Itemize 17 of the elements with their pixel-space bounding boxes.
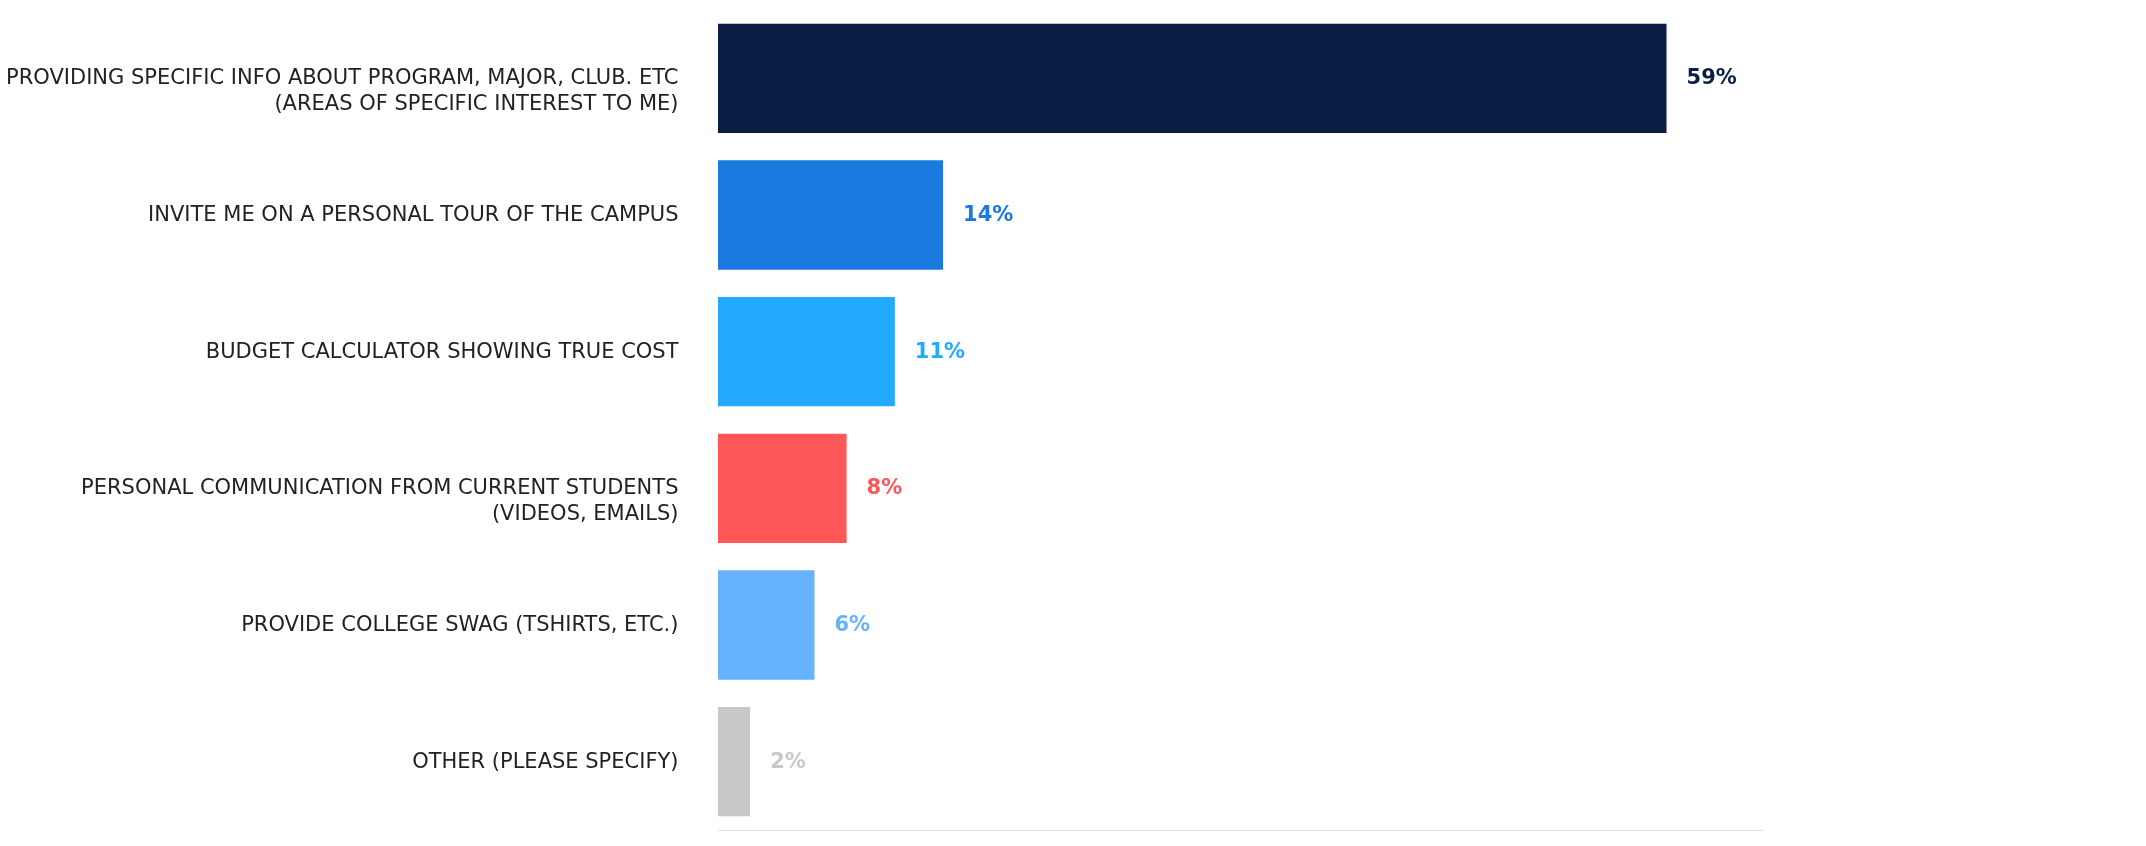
y-tick-label: PROVIDE COLLEGE SWAG (TSHIRTS, ETC.): [241, 612, 679, 636]
bar: [718, 707, 751, 817]
y-tick-label: PROVIDING SPECIFIC INFO ABOUT PROGRAM, MAJOR, CLUB. ETC (AREAS OF SPECIFIC INTEREST TO ME): [6, 65, 679, 116]
y-tick-label: INVITE ME ON A PERSONAL TOUR OF THE CAMPUS: [148, 202, 679, 226]
data-label: 59%: [1686, 65, 1737, 90]
y-tick-label: PERSONAL COMMUNICATION FROM CURRENT STUDENTS (VIDEOS, EMAILS): [81, 475, 679, 526]
data-label: 8%: [866, 475, 903, 500]
bar: [718, 297, 895, 407]
bar: [718, 160, 944, 270]
y-tick-label: OTHER (PLEASE SPECIFY): [412, 748, 679, 773]
y-tick-label: BUDGET CALCULATOR SHOWING TRUE COST: [205, 338, 679, 363]
data-label: 14%: [963, 202, 1014, 226]
data-label: 11%: [914, 338, 966, 363]
data-label: 6%: [834, 612, 871, 636]
bar: [718, 570, 815, 680]
bar: [718, 433, 847, 543]
bar: [718, 23, 1667, 133]
